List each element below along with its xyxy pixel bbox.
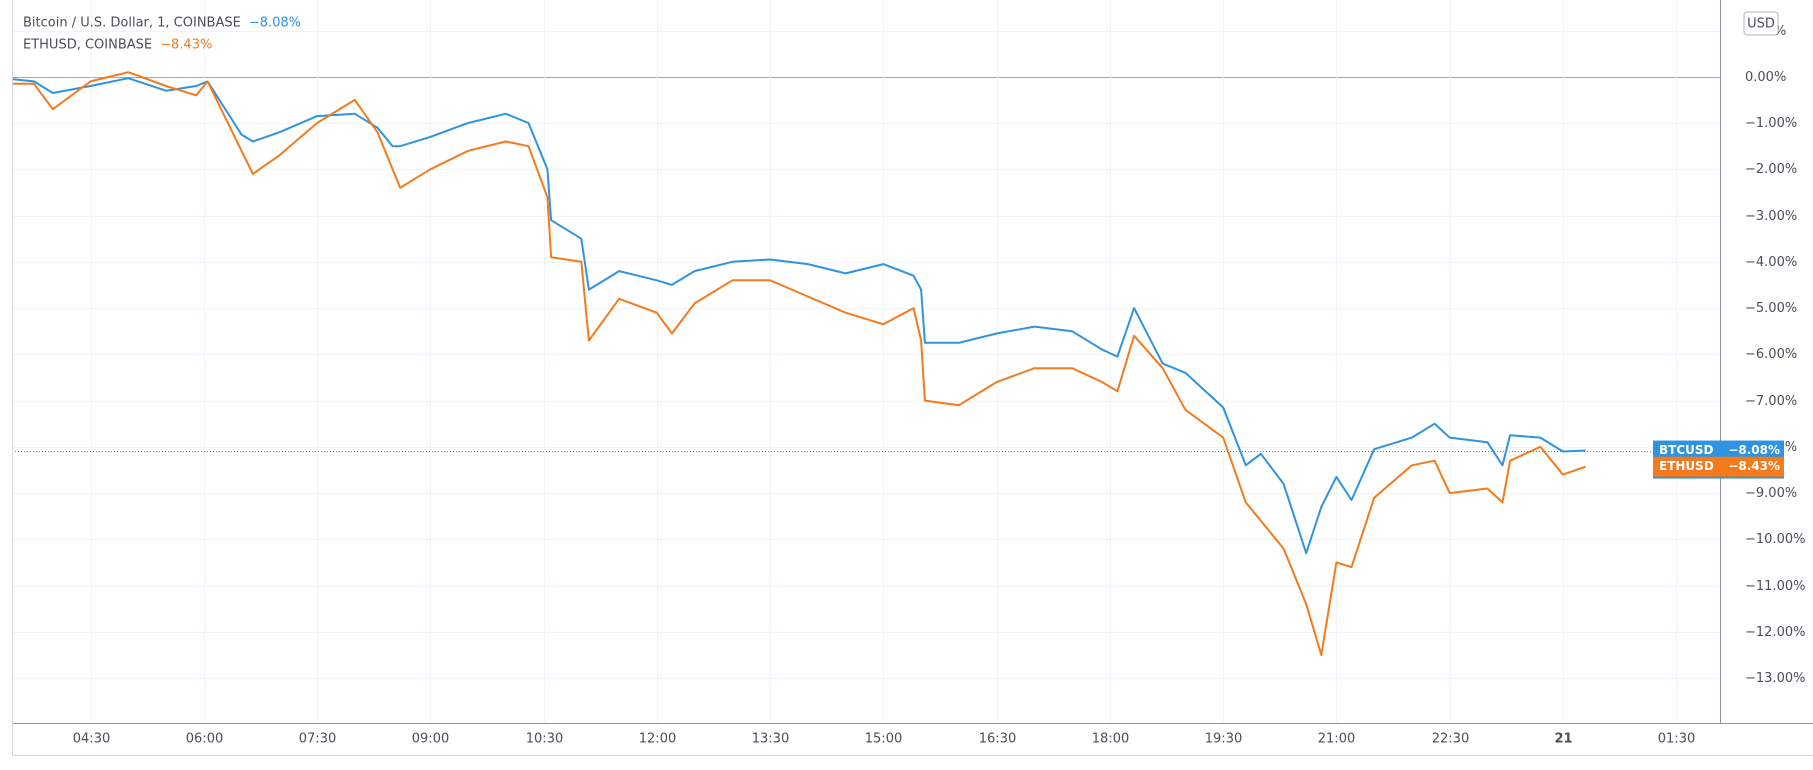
- x-tick-label: 04:30: [73, 732, 110, 747]
- legend-name: ETHUSD, COINBASE: [23, 38, 152, 53]
- x-tick-label: 22:30: [1432, 732, 1469, 747]
- legend-change: −8.43%: [160, 38, 212, 53]
- x-tick-label: 19:30: [1205, 732, 1242, 747]
- badge-value: −8.08%: [1728, 443, 1780, 457]
- badges: BTCUSD−8.08%00:16ETHUSD−8.43%: [1653, 440, 1784, 479]
- y-tick-label: −6.00%: [1745, 347, 1797, 362]
- y-tick-label: −1.00%: [1745, 116, 1797, 131]
- currency-button[interactable]: [1743, 11, 1779, 36]
- axes: 1.00%0.00%−1.00%−2.00%−3.00%−4.00%−5.00%…: [73, 24, 1806, 747]
- x-tick-label: 01:30: [1658, 732, 1695, 747]
- y-tick-label: −11.00%: [1745, 579, 1805, 594]
- grid: [12, 0, 1720, 723]
- x-tick-label: 13:30: [752, 732, 789, 747]
- x-tick-label: 07:30: [299, 732, 336, 747]
- y-tick-label: −7.00%: [1745, 394, 1797, 409]
- y-tick-label: −5.00%: [1745, 301, 1797, 316]
- legend-name: Bitcoin / U.S. Dollar, 1, COINBASE: [23, 16, 241, 31]
- y-tick-label: −12.00%: [1745, 625, 1805, 640]
- legend: Bitcoin / U.S. Dollar, 1, COINBASE −8.08…: [23, 16, 301, 53]
- x-tick-label: 06:00: [186, 732, 223, 747]
- series-line: [12, 71, 1586, 656]
- x-tick-label: 09:00: [412, 732, 449, 747]
- y-tick-label: 0.00%: [1745, 70, 1786, 85]
- x-tick-label: 15:00: [865, 732, 902, 747]
- y-tick-label: −10.00%: [1745, 532, 1805, 547]
- price-badge: [1653, 456, 1784, 477]
- legend-change: −8.08%: [249, 16, 301, 31]
- x-tick-label: 10:30: [526, 732, 563, 747]
- x-tick-label: 18:00: [1092, 732, 1129, 747]
- x-tick-label: 21: [1554, 732, 1572, 747]
- badge-value: −8.43%: [1728, 459, 1780, 473]
- badge-ticker: BTCUSD: [1659, 443, 1714, 457]
- x-tick-label: 21:00: [1318, 732, 1355, 747]
- currency-label[interactable]: USD: [1747, 17, 1775, 32]
- y-tick-label: −2.00%: [1745, 162, 1797, 177]
- lines: [11, 71, 1720, 656]
- series-line: [11, 77, 1586, 555]
- y-tick-label: −3.00%: [1745, 209, 1797, 224]
- y-tick-label: −13.00%: [1745, 671, 1805, 686]
- y-tick-label: −9.00%: [1745, 486, 1797, 501]
- x-tick-label: 16:30: [979, 732, 1016, 747]
- y-tick-label: −4.00%: [1745, 255, 1797, 270]
- badge-ticker: ETHUSD: [1659, 459, 1714, 473]
- x-tick-label: 12:00: [639, 732, 676, 747]
